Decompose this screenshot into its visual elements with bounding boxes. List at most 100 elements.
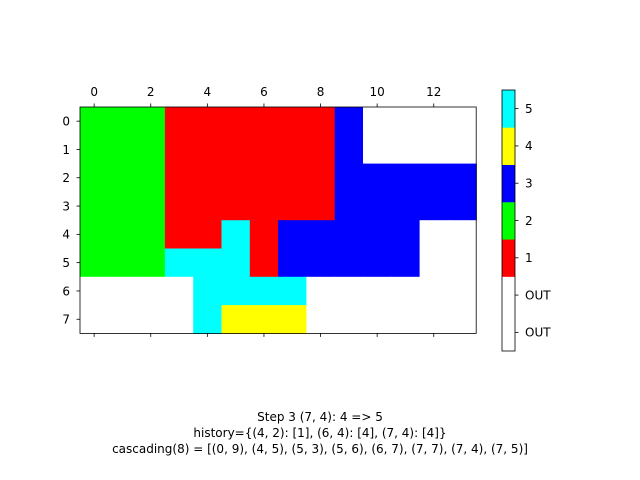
heatmap-cell bbox=[249, 191, 279, 221]
heatmap-cell bbox=[419, 191, 449, 221]
y-tick-label: 4 bbox=[62, 228, 70, 242]
heatmap-cell bbox=[164, 248, 194, 278]
heatmap-cell bbox=[306, 163, 336, 193]
colorbar-tick-label: 1 bbox=[525, 251, 533, 265]
heatmap-cell bbox=[334, 135, 364, 165]
y-tick-label: 6 bbox=[62, 284, 70, 298]
heatmap-cell bbox=[221, 163, 251, 193]
heatmap-cell bbox=[108, 276, 138, 306]
heatmap-cell bbox=[136, 305, 166, 334]
heatmap-cell bbox=[391, 276, 421, 306]
heatmap-cell bbox=[278, 163, 307, 193]
colorbar-tick-label: 4 bbox=[525, 139, 533, 153]
heatmap-cell bbox=[108, 135, 138, 165]
heatmap-cell bbox=[80, 163, 109, 193]
heatmap-cell bbox=[193, 248, 223, 278]
heatmap-cell bbox=[80, 220, 109, 250]
heatmap-cell bbox=[278, 305, 307, 334]
heatmap-cell bbox=[447, 248, 477, 278]
y-tick-label: 2 bbox=[62, 171, 70, 185]
heatmap-cell bbox=[136, 248, 166, 278]
heatmap-cell bbox=[363, 107, 392, 136]
heatmap-cell bbox=[419, 305, 449, 334]
colorbar-tick-label: 3 bbox=[525, 177, 533, 191]
heatmap-cell bbox=[80, 191, 109, 221]
heatmap-cell bbox=[447, 191, 477, 221]
caption-cascading: cascading(8) = [(0, 9), (4, 5), (5, 3), … bbox=[112, 442, 528, 456]
heatmap-cell bbox=[447, 305, 477, 334]
heatmap-cells bbox=[80, 107, 477, 334]
heatmap-cell bbox=[164, 135, 194, 165]
heatmap-cell bbox=[306, 135, 336, 165]
heatmap-cell bbox=[391, 305, 421, 334]
caption-step: Step 3 (7, 4): 4 => 5 bbox=[257, 410, 383, 424]
heatmap-cell bbox=[108, 220, 138, 250]
heatmap-cell bbox=[80, 305, 109, 334]
heatmap-cell bbox=[391, 107, 421, 136]
heatmap-cell bbox=[306, 220, 336, 250]
heatmap-cell bbox=[363, 276, 392, 306]
heatmap-cell bbox=[363, 220, 392, 250]
colorbar-segment bbox=[502, 313, 515, 352]
heatmap-cell bbox=[249, 305, 279, 334]
heatmap-cell bbox=[108, 107, 138, 136]
heatmap-cell bbox=[249, 220, 279, 250]
heatmap-cell bbox=[249, 107, 279, 136]
heatmap-cell bbox=[278, 276, 307, 306]
heatmap-cell bbox=[419, 107, 449, 136]
heatmap-cell bbox=[334, 276, 364, 306]
heatmap-cell bbox=[164, 163, 194, 193]
heatmap-cell bbox=[306, 107, 336, 136]
y-tick-label: 7 bbox=[62, 313, 70, 327]
heatmap-cell bbox=[108, 305, 138, 334]
colorbar-segment bbox=[502, 164, 515, 203]
plot-frame bbox=[79, 106, 477, 334]
y-tick-label: 5 bbox=[62, 256, 70, 270]
heatmap-cell bbox=[447, 276, 477, 306]
heatmap-cell bbox=[80, 248, 109, 278]
x-tick-label: 12 bbox=[426, 85, 441, 99]
x-tick-label: 10 bbox=[370, 85, 385, 99]
heatmap-cell bbox=[334, 248, 364, 278]
heatmap-cell bbox=[306, 191, 336, 221]
heatmap-cell bbox=[108, 191, 138, 221]
colorbar-segment bbox=[502, 276, 515, 315]
heatmap-cell bbox=[193, 107, 223, 136]
heatmap-cell bbox=[249, 248, 279, 278]
heatmap-cell bbox=[419, 135, 449, 165]
heatmap-cell bbox=[363, 163, 392, 193]
heatmap-cell bbox=[334, 191, 364, 221]
heatmap-cell bbox=[221, 135, 251, 165]
heatmap-cell bbox=[193, 191, 223, 221]
y-tick-label: 1 bbox=[62, 143, 70, 157]
colorbar-tick-label: OUT bbox=[525, 326, 551, 340]
heatmap-cell bbox=[221, 305, 251, 334]
heatmap-cell bbox=[306, 305, 336, 334]
heatmap-cell bbox=[391, 191, 421, 221]
heatmap-cell bbox=[221, 220, 251, 250]
heatmap-cell bbox=[164, 191, 194, 221]
heatmap-cell bbox=[363, 305, 392, 334]
heatmap-cell bbox=[136, 276, 166, 306]
heatmap-cell bbox=[164, 305, 194, 334]
y-tick-label: 3 bbox=[62, 199, 70, 213]
heatmap-cell bbox=[363, 191, 392, 221]
colorbar-tick-label: OUT bbox=[525, 288, 551, 302]
heatmap-cell bbox=[136, 220, 166, 250]
heatmap-cell bbox=[164, 220, 194, 250]
heatmap-cell bbox=[278, 220, 307, 250]
heatmap-cell bbox=[108, 248, 138, 278]
heatmap-cell bbox=[419, 163, 449, 193]
heatmap-cell bbox=[334, 220, 364, 250]
heatmap-cell bbox=[391, 248, 421, 278]
heatmap-cell bbox=[136, 107, 166, 136]
heatmap-cell bbox=[221, 276, 251, 306]
y-tick-label: 0 bbox=[62, 114, 70, 128]
heatmap-cell bbox=[136, 163, 166, 193]
heatmap-cell bbox=[136, 191, 166, 221]
heatmap-cell bbox=[193, 163, 223, 193]
heatmap-cell bbox=[419, 248, 449, 278]
heatmap-cell bbox=[193, 220, 223, 250]
heatmap-cell bbox=[108, 163, 138, 193]
